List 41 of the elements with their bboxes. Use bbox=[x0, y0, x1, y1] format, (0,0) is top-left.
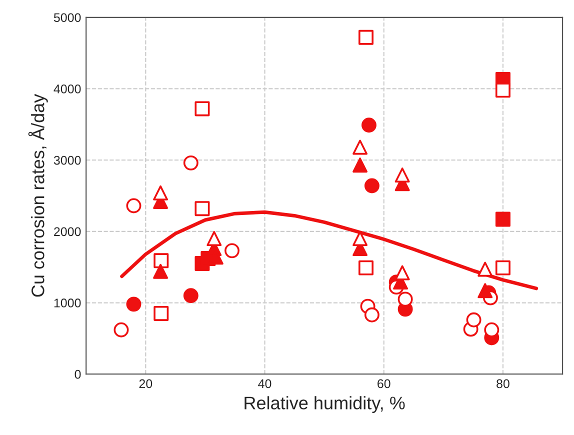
point bbox=[364, 307, 380, 322]
x-tick-label: 40 bbox=[258, 379, 272, 388]
point bbox=[352, 140, 368, 155]
point bbox=[495, 260, 510, 276]
y-tick-label: 2000 bbox=[54, 227, 81, 236]
point bbox=[495, 82, 510, 98]
point bbox=[364, 178, 380, 194]
point bbox=[154, 306, 169, 321]
point bbox=[114, 322, 129, 338]
point bbox=[154, 253, 169, 268]
point bbox=[126, 198, 142, 214]
point bbox=[194, 101, 210, 116]
x-axis-title: Relative humidity, % bbox=[244, 396, 405, 413]
point bbox=[352, 158, 368, 173]
point bbox=[194, 201, 210, 216]
y-tick-label: 5000 bbox=[54, 13, 81, 22]
point bbox=[398, 292, 413, 307]
point bbox=[478, 283, 493, 298]
point bbox=[394, 168, 410, 183]
point bbox=[484, 322, 500, 338]
point bbox=[126, 296, 142, 312]
point bbox=[358, 30, 374, 45]
point bbox=[361, 118, 376, 133]
point bbox=[183, 288, 198, 304]
y-tick-label: 4000 bbox=[54, 84, 81, 94]
point bbox=[495, 212, 510, 227]
y-tick-label: 3000 bbox=[54, 156, 81, 165]
y-axis-title: Cu corrosion rates, Å/day bbox=[28, 94, 48, 297]
y-tick-label: 0 bbox=[74, 370, 81, 379]
point bbox=[224, 243, 240, 258]
point bbox=[478, 262, 493, 277]
point bbox=[183, 155, 198, 170]
x-tick-label: 80 bbox=[496, 379, 510, 388]
x-tick-label: 60 bbox=[378, 379, 390, 388]
x-tick-label: 20 bbox=[139, 379, 152, 388]
point bbox=[358, 260, 374, 276]
point bbox=[206, 231, 222, 246]
point bbox=[153, 264, 168, 279]
point bbox=[466, 312, 482, 328]
point bbox=[153, 185, 168, 200]
y-tick-label: 1000 bbox=[54, 298, 81, 308]
